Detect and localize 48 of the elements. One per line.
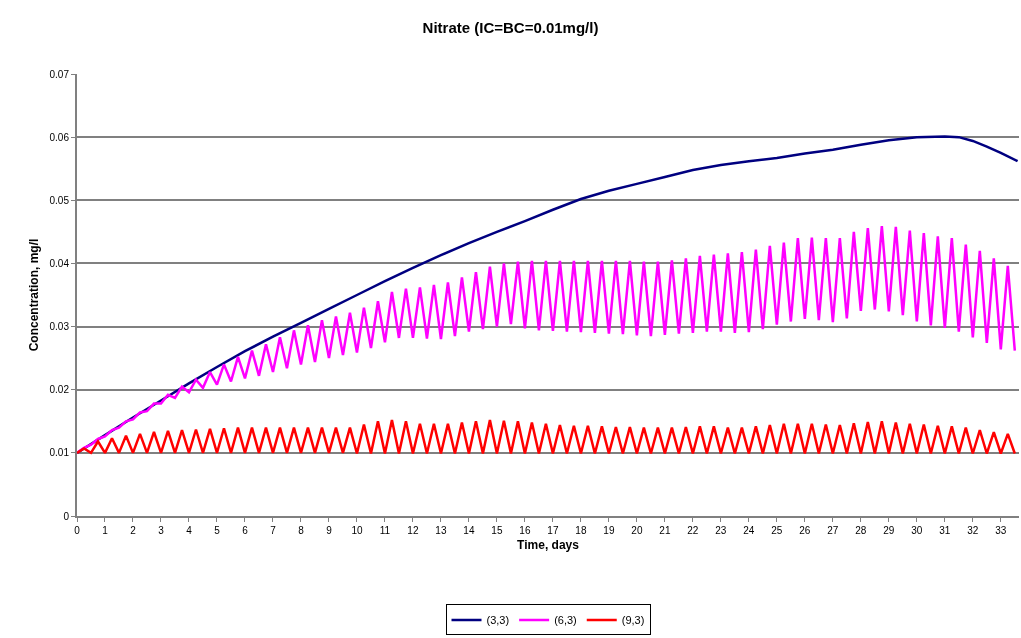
x-tick-label: 19: [603, 525, 615, 536]
x-tick-label: 15: [491, 525, 503, 536]
legend-label: (6,3): [554, 614, 577, 627]
x-tick-label: 0: [74, 525, 81, 536]
legend-label: (9,3): [621, 614, 645, 627]
x-tick-label: 32: [967, 525, 979, 536]
x-tick-label: 11: [379, 525, 391, 536]
x-tick-label: 25: [771, 525, 783, 536]
x-tick-label: 5: [214, 525, 221, 536]
x-tick-label: 13: [435, 525, 447, 536]
x-tick-label: 20: [631, 525, 643, 536]
y-tick-label: 0.02: [49, 384, 70, 396]
y-tick-label: 0.01: [49, 447, 70, 459]
x-tick-label: 12: [407, 525, 419, 536]
x-tick-label: 21: [659, 525, 671, 536]
x-tick-label: 7: [270, 525, 277, 536]
x-tick-label: 33: [995, 525, 1007, 536]
x-tick-label: 9: [326, 525, 333, 536]
x-tick-label: 3: [158, 525, 165, 536]
x-tick-label: 8: [298, 525, 305, 536]
legend-label: (3,3): [486, 614, 510, 627]
y-tick-label: 0.03: [49, 321, 70, 333]
x-tick-label: 2: [130, 525, 137, 536]
y-tick-label: 0.07: [49, 68, 70, 80]
y-tick-label: 0.06: [49, 131, 70, 143]
x-tick-label: 23: [715, 525, 727, 536]
x-tick-label: 29: [883, 525, 895, 536]
x-tick-label: 14: [463, 525, 475, 536]
x-tick-label: 27: [827, 525, 839, 536]
x-tick-label: 10: [351, 525, 363, 536]
y-tick-label: 0.05: [49, 194, 70, 206]
x-tick-label: 24: [743, 525, 755, 536]
chart-title: Nitrate (IC=BC=0.01mg/l): [422, 18, 599, 36]
x-tick-label: 17: [547, 525, 559, 536]
x-tick-label: 16: [519, 525, 531, 536]
y-tick-label: 0: [63, 510, 70, 522]
x-tick-label: 6: [242, 525, 249, 536]
x-tick-label: 30: [911, 525, 923, 536]
x-tick-label: 18: [575, 525, 587, 536]
x-tick-label: 31: [939, 525, 951, 536]
x-tick-label: 22: [687, 525, 699, 536]
y-tick-label: 0.04: [49, 257, 70, 269]
x-tick-label: 4: [186, 525, 193, 536]
x-tick-label: 28: [855, 525, 867, 536]
x-tick-label: 26: [799, 525, 811, 536]
x-tick-label: 1: [102, 525, 109, 536]
y-axis-title: Concentration, mg/l: [27, 238, 42, 352]
x-axis-title: Time, days: [517, 538, 580, 553]
